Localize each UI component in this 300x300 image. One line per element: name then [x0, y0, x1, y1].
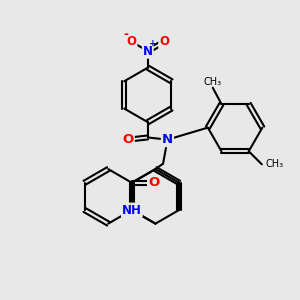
Text: N: N: [162, 133, 173, 146]
Text: O: O: [123, 133, 134, 146]
Text: O: O: [159, 35, 169, 48]
Text: N: N: [143, 45, 153, 58]
Text: -: -: [124, 28, 128, 41]
Text: O: O: [127, 35, 136, 48]
Text: CH₃: CH₃: [265, 159, 283, 169]
Text: O: O: [148, 176, 159, 189]
Text: NH: NH: [122, 203, 142, 217]
Text: CH₃: CH₃: [204, 76, 222, 87]
Text: +: +: [149, 39, 157, 48]
